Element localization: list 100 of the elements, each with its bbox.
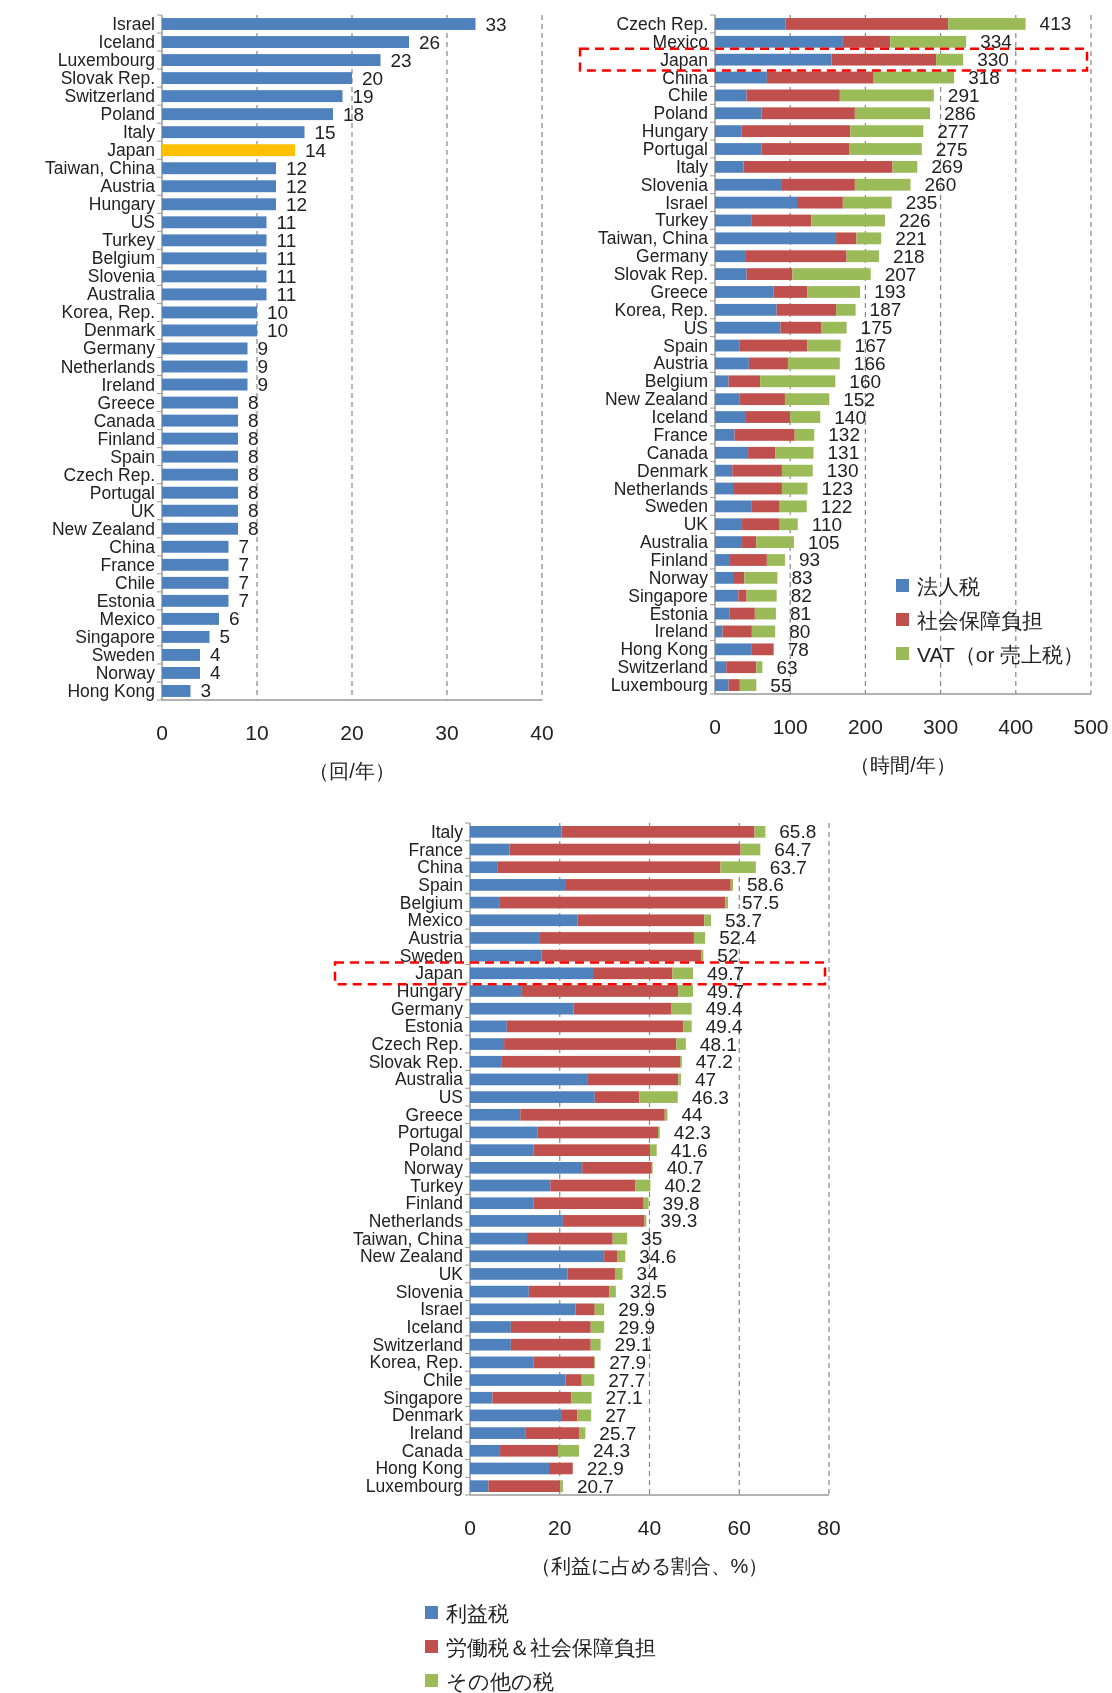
bar [745, 411, 791, 423]
y-tick-label: Australia [86, 284, 156, 305]
x-tick-label: 200 [847, 715, 883, 738]
bar [162, 378, 248, 391]
bar [729, 607, 755, 620]
bar [470, 932, 540, 944]
y-tick-label: Spain [663, 335, 708, 356]
bar [470, 896, 500, 909]
bar [590, 1321, 605, 1333]
bar [846, 250, 879, 263]
y-tick-label: Israel [420, 1299, 463, 1320]
y-tick-label: Singapore [383, 1387, 463, 1408]
bar [162, 667, 200, 679]
y-tick-label: Singapore [75, 626, 155, 647]
y-tick-label: Netherlands [368, 1210, 464, 1231]
bar [162, 468, 238, 481]
bar [470, 1197, 534, 1210]
bar [678, 1073, 681, 1086]
bar [594, 1303, 605, 1316]
bar [715, 429, 735, 441]
y-tick-label: Spain [110, 446, 155, 467]
x-tick-label: 10 [245, 721, 269, 744]
bar [470, 1480, 489, 1492]
y-tick-label: Iceland [98, 32, 155, 53]
bar [715, 607, 730, 620]
y-tick-label: Austria [408, 927, 464, 948]
bar [526, 1232, 613, 1245]
y-tick-label: Ireland [101, 374, 155, 395]
y-tick-label: Sweden [644, 496, 708, 517]
bar [671, 1002, 692, 1015]
y-tick-label: Portugal [397, 1122, 463, 1143]
bar [715, 125, 742, 138]
bar [746, 89, 840, 102]
bar [715, 107, 762, 120]
y-tick-label: Finland [97, 428, 155, 449]
y-tick-label: Slovenia [395, 1281, 464, 1302]
bar [715, 35, 843, 48]
bar [715, 232, 837, 245]
y-tick-label: Germany [83, 338, 156, 359]
bar [162, 630, 210, 643]
y-tick-label: Korea, Rep. [614, 299, 708, 320]
bar [748, 446, 776, 459]
bar [571, 1391, 592, 1404]
bar [561, 826, 755, 838]
data-label: 5 [219, 626, 231, 648]
bar [470, 826, 562, 838]
bar [537, 1126, 659, 1139]
legend-label: 社会保障負担 [917, 608, 1043, 632]
x-tick-label: 0 [464, 1516, 476, 1539]
bar [751, 625, 776, 638]
y-tick-label: Taiwan, China [353, 1228, 464, 1249]
bar [715, 393, 740, 406]
x-tick-label: 300 [923, 715, 959, 738]
y-tick-label: Denmark [637, 460, 709, 481]
bar [614, 1268, 623, 1280]
bar [533, 1356, 595, 1369]
bar [854, 107, 931, 120]
bar [533, 1144, 650, 1156]
bar [594, 1091, 640, 1103]
bar [739, 679, 757, 691]
bar [807, 339, 841, 352]
bar [811, 214, 885, 227]
bar [162, 685, 191, 697]
bar [497, 861, 721, 874]
y-tick-label: Luxembourg [57, 50, 155, 71]
total-label: 413 [1039, 13, 1072, 35]
bar [470, 914, 578, 927]
bar [525, 1427, 580, 1439]
bar [781, 464, 813, 477]
y-tick-label: Poland [653, 103, 708, 124]
y-tick-label: Canada [93, 410, 156, 431]
bar [470, 1321, 511, 1333]
bar [509, 843, 741, 856]
bar [715, 286, 774, 298]
bar [715, 196, 797, 209]
bar [617, 1250, 626, 1263]
bar [890, 35, 967, 48]
bar [506, 1020, 684, 1033]
bar [715, 375, 729, 388]
bar [807, 286, 861, 298]
bar [162, 144, 295, 157]
bar [794, 429, 815, 441]
bar [162, 252, 267, 265]
bar [720, 861, 756, 874]
y-tick-label: UK [438, 1263, 464, 1284]
y-tick-label: Hong Kong [375, 1458, 463, 1479]
bar [592, 967, 673, 980]
bar [557, 1444, 580, 1457]
y-tick-label: New Zealand [51, 518, 155, 539]
x-tick-label: 100 [772, 715, 808, 738]
bar [796, 196, 843, 209]
y-tick-label: Czech Rep. [371, 1034, 463, 1055]
y-tick-label: Mexico [99, 608, 155, 629]
bar [162, 306, 257, 319]
bar [715, 18, 786, 30]
y-tick-label: Austria [100, 176, 156, 197]
bar [162, 432, 238, 445]
bar [715, 536, 743, 549]
bar [470, 1268, 568, 1280]
bar [751, 643, 774, 656]
